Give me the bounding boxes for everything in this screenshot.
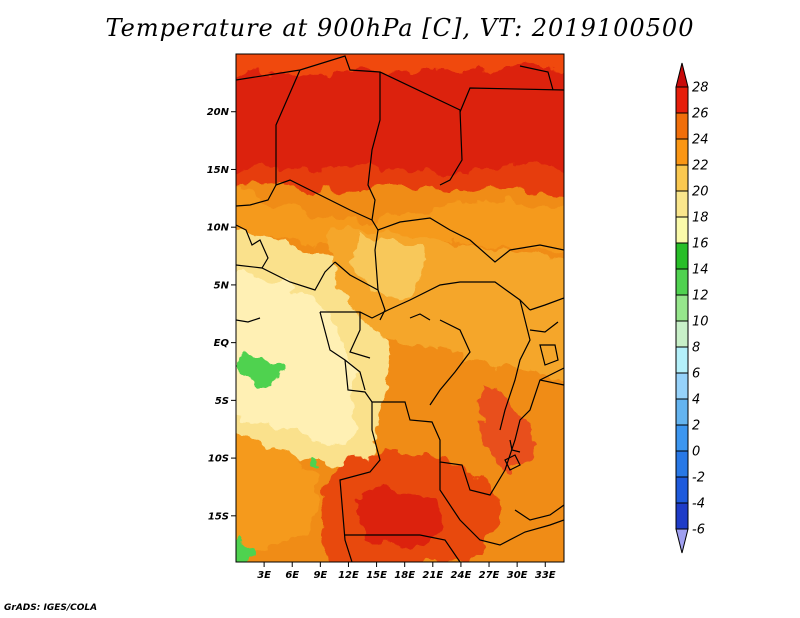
colorbar-label: 4: [692, 393, 700, 408]
colorbar-swatch: [675, 372, 689, 400]
colorbar-label: 20: [692, 185, 709, 200]
colorbar-label: 8: [692, 341, 700, 356]
colorbar-swatch: [675, 86, 689, 114]
map-area: [236, 54, 564, 562]
colorbar-label: 10: [692, 315, 709, 330]
colorbar-swatch: [675, 268, 689, 296]
colorbar-swatch: [675, 502, 689, 530]
colorbar-swatch: [675, 398, 689, 426]
colorbar-over-triangle: [675, 62, 689, 88]
grads-credit: GrADS: IGES/COLA: [4, 603, 98, 613]
lon-tick-label: 30E: [507, 570, 528, 581]
lat-tick-label: 15S: [208, 511, 229, 522]
latitude-axis: 20N 15N 10N 5N EQ 5S 10S 15S: [207, 107, 236, 522]
colorbar-swatch: [675, 294, 689, 322]
colorbar-label: 12: [692, 289, 709, 304]
colorbar-swatch: [675, 242, 689, 270]
colorbar-swatch: [675, 216, 689, 244]
colorbar-label: 22: [692, 159, 709, 174]
colorbar-label: 18: [692, 211, 709, 226]
colorbar-label: 14: [692, 263, 709, 278]
colorbar-swatch: [675, 476, 689, 504]
colorbar-swatch: [675, 450, 689, 478]
lon-tick-label: 21E: [422, 570, 443, 581]
colorbar-label: 6: [692, 367, 700, 382]
lon-tick-label: 6E: [285, 570, 299, 581]
temperature-field: [236, 54, 564, 562]
colorbar-swatch: [675, 138, 689, 166]
lon-tick-label: 33E: [535, 570, 556, 581]
lat-tick-label: 5S: [215, 396, 229, 407]
lon-tick-label: 9E: [313, 570, 327, 581]
colorbar-swatch: [675, 424, 689, 452]
lat-tick-label: 20N: [207, 107, 230, 118]
colorbar-swatch: [675, 346, 689, 374]
lon-tick-label: 27E: [479, 570, 500, 581]
colorbar-label: 26: [692, 107, 709, 122]
lat-tick-label: 10N: [207, 223, 230, 234]
map-frame: [235, 53, 565, 563]
colorbar-under-triangle: [675, 528, 689, 554]
colorbar-swatch: [675, 112, 689, 140]
lat-tick-label: 15N: [207, 165, 230, 176]
lat-tick-label: EQ: [214, 338, 230, 349]
colorbar-label: -6: [692, 523, 705, 538]
country-borders: [236, 55, 564, 562]
lon-tick-label: 24E: [451, 570, 472, 581]
colorbar-swatch: [675, 164, 689, 192]
longitude-axis: 3E 6E 9E 12E 15E 18E 21E 24E 27E 30E 33E: [257, 562, 556, 581]
lon-tick-label: 15E: [366, 570, 387, 581]
colorbar-label: 0: [692, 445, 700, 460]
lon-tick-label: 18E: [394, 570, 415, 581]
colorbar-label: -4: [692, 497, 705, 512]
lat-tick-label: 5N: [214, 280, 230, 291]
colorbar-label: -2: [692, 471, 705, 486]
lon-tick-label: 3E: [257, 570, 271, 581]
colorbar-label: 28: [692, 81, 709, 96]
lon-tick-label: 12E: [338, 570, 359, 581]
colorbar-label: 2: [692, 419, 700, 434]
map-title: Temperature at 900hPa [C], VT: 201910050…: [105, 14, 695, 42]
colorbar-label: 16: [692, 237, 709, 252]
colorbar-swatch: [675, 190, 689, 218]
lat-tick-label: 10S: [208, 454, 229, 465]
colorbar-label: 24: [692, 133, 709, 148]
colorbar-swatch: [675, 320, 689, 348]
